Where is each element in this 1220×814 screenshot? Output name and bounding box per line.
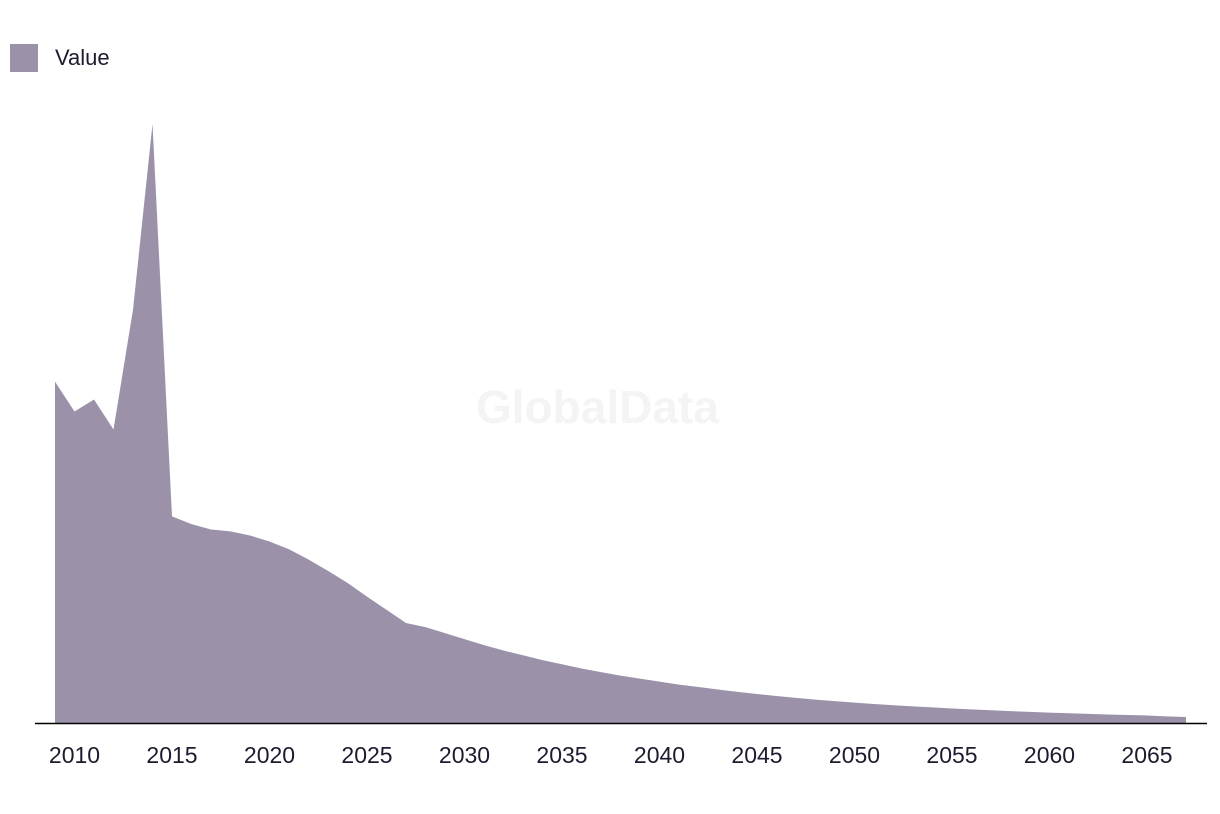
legend-label: Value xyxy=(55,45,110,70)
x-tick-label: 2030 xyxy=(439,742,490,768)
x-tick-label: 2065 xyxy=(1121,742,1172,768)
x-tick-label: 2025 xyxy=(341,742,392,768)
x-tick-label: 2050 xyxy=(829,742,880,768)
x-tick-label: 2060 xyxy=(1024,742,1075,768)
area-layer xyxy=(55,124,1186,723)
legend-swatch xyxy=(10,44,38,72)
x-tick-label: 2010 xyxy=(49,742,100,768)
legend: Value xyxy=(10,44,110,72)
x-tick-label: 2015 xyxy=(146,742,197,768)
x-tick-label: 2020 xyxy=(244,742,295,768)
x-tick-label: 2040 xyxy=(634,742,685,768)
x-axis-ticks: 2010 2015 2020 2025 2030 2035 2040 2045 2050 2055… xyxy=(49,742,1173,768)
watermark: GlobalData xyxy=(476,381,719,433)
x-tick-label: 2045 xyxy=(731,742,782,768)
x-tick-label: 2035 xyxy=(536,742,587,768)
x-tick-label: 2055 xyxy=(926,742,977,768)
series-area-value xyxy=(55,124,1186,723)
